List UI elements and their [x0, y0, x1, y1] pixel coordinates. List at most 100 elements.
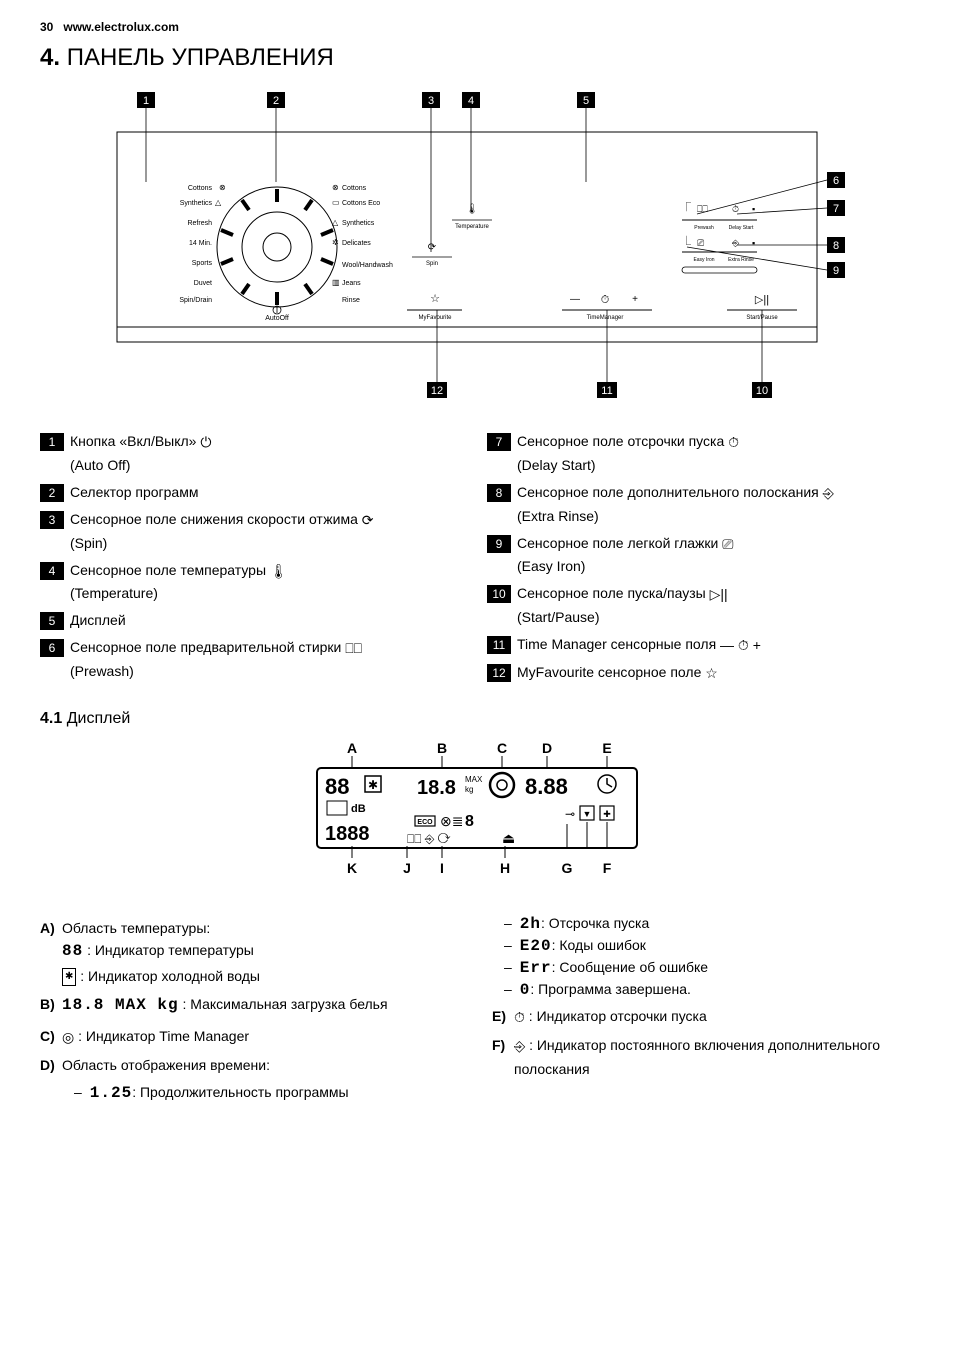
page-header: 30 www.electrolux.com [40, 20, 914, 34]
legend-col-right: 7Сенсорное поле отсрочки пуска ⏱(Delay S… [487, 425, 914, 690]
desc-body: ⎆ : Индикатор постоянного включения допо… [514, 1034, 914, 1080]
legend-text: Сенсорное поле снижения скорости отжима … [70, 509, 467, 554]
legend-text: Сенсорное поле легкой глажки ⎚(Easy Iron… [517, 533, 914, 578]
legend-english: (Prewash) [70, 661, 467, 682]
desc-group: E)⏱ : Индикатор отсрочки пуска [492, 1005, 914, 1028]
svg-text:3: 3 [428, 95, 434, 107]
svg-text:Extra Rinse: Extra Rinse [728, 257, 754, 263]
svg-text:Spin/Drain: Spin/Drain [179, 297, 212, 304]
svg-text:⊸: ⊸ [565, 807, 575, 821]
desc-text: : Продолжительность программы [132, 1081, 348, 1103]
svg-text:MAX: MAX [465, 775, 483, 784]
legend-text: MyFavourite сенсорное поле ☆ [517, 662, 914, 684]
svg-text:7: 7 [833, 203, 839, 215]
svg-text:⎾: ⎾ [682, 201, 691, 212]
legend-english: (Delay Start) [517, 455, 914, 476]
desc-subitem: 88 : Индикатор температуры [62, 939, 462, 965]
svg-text:C: C [497, 740, 507, 756]
desc-icon: ⏱ [514, 1009, 525, 1025]
svg-text:A: A [347, 740, 357, 756]
legend-text: Селектор программ [70, 482, 467, 503]
legend-text: Сенсорное поле отсрочки пуска ⏱(Delay St… [517, 431, 914, 476]
svg-text:Spin: Spin [426, 261, 438, 267]
svg-text:Cottons: Cottons [342, 185, 367, 192]
svg-text:dB: dB [351, 803, 366, 815]
legend-text: Кнопка «Вкл/Выкл» ⏻(Auto Off) [70, 431, 467, 476]
desc-icon: Err [520, 959, 552, 977]
callout-group-top: 1 2 3 4 5 [137, 92, 595, 252]
legend-item-1: 1 Кнопка «Вкл/Выкл» ⏻(Auto Off) [40, 431, 467, 476]
desc-body: ◎ : Индикатор Time Manager [62, 1025, 462, 1048]
svg-text:10: 10 [756, 385, 768, 397]
legend-item-icon: ▷|| [710, 586, 728, 602]
legend-item-12: 12MyFavourite сенсорное поле ☆ [487, 662, 914, 684]
legend-col-left: 1 Кнопка «Вкл/Выкл» ⏻(Auto Off) 2 Селектор … [40, 425, 467, 690]
desc-subitem: –Err : Сообщение об ошибке [504, 959, 914, 977]
legend-number: 1 [40, 433, 64, 451]
desc-letter: F) [492, 1034, 514, 1056]
desc-icon: ⎆ [514, 1038, 525, 1054]
svg-text:Rinse: Rinse [342, 297, 360, 304]
svg-text:TimeManager: TimeManager [587, 315, 624, 321]
svg-text:J: J [403, 860, 411, 876]
desc-letter: D) [40, 1054, 62, 1076]
legend-item-3: 3Сенсорное поле снижения скорости отжима… [40, 509, 467, 554]
legend-english: (Spin) [70, 533, 467, 554]
desc-subitem: 18.8 MAX kg : Максимальная загрузка бель… [62, 993, 462, 1019]
svg-text:kg: kg [465, 785, 473, 794]
section-number: 4. [40, 44, 60, 71]
legend-item-2: 2 Селектор программ [40, 482, 467, 503]
desc-icon: ◎ [62, 1029, 74, 1045]
desc-letter: A) [40, 917, 62, 939]
svg-text:Cottons: Cottons [188, 185, 213, 192]
desc-text: : Индикатор отсрочки пуска [525, 1008, 707, 1024]
desc-icon: 0 [520, 981, 531, 999]
svg-text:Refresh: Refresh [187, 220, 212, 227]
svg-text:⏏: ⏏ [502, 830, 515, 846]
desc-title: Область отображения времени: [62, 1054, 462, 1076]
legend-text: Дисплей [70, 610, 467, 631]
svg-text:Easy Iron: Easy Iron [693, 257, 714, 263]
svg-text:⎚: ⎚ [697, 238, 705, 248]
legend-item-11: 11Time Manager сенсорные поля — ⏱ + [487, 634, 914, 656]
desc-text: : Индикатор постоянного включения дополн… [514, 1037, 880, 1076]
desc-icon: 1.25 [90, 1081, 132, 1107]
desc-col-right: –2h : Отсрочка пуска–E20 : Коды ошибок–E… [492, 911, 914, 1116]
svg-text:Wool/Handwash: Wool/Handwash [342, 262, 393, 269]
desc-letter: C) [40, 1025, 62, 1047]
svg-text:⟳: ⟳ [428, 242, 437, 253]
desc-group: C)◎ : Индикатор Time Manager [40, 1025, 462, 1048]
desc-body: Область температуры:88 : Индикатор темпе… [62, 917, 462, 987]
legend-item-icon: 🌡 [270, 562, 288, 578]
legend-number: 11 [487, 636, 511, 654]
legend-item-icon: ⎚ [722, 535, 733, 551]
options-zone: ⎾ ⎕⎕ ⏱ ▪ Prewash Delay Start ⎿ ⎚ ⎆ ▪ Eas… [682, 201, 757, 273]
svg-text:88: 88 [325, 774, 349, 799]
desc-text: : Максимальная загрузка белья [179, 996, 388, 1012]
svg-text:6: 6 [833, 175, 839, 187]
desc-group: F)⎆ : Индикатор постоянного включения до… [492, 1034, 914, 1080]
svg-text:D: D [542, 740, 552, 756]
desc-subitem: –1.25 : Продолжительность программы [74, 1081, 462, 1107]
legend-item-10: 10Сенсорное поле пуска/паузы ▷||(Start/P… [487, 583, 914, 628]
svg-text:MyFavourite: MyFavourite [418, 315, 452, 321]
svg-text:—: — [570, 294, 580, 305]
svg-text:Sports: Sports [192, 260, 213, 267]
svg-text:⏱: ⏱ [601, 294, 610, 306]
subsection-number: 4.1 [40, 710, 62, 727]
legend-item-icon: — ⏱ + [720, 637, 761, 653]
svg-text:Synthetics: Synthetics [342, 220, 375, 227]
svg-text:Temperature: Temperature [455, 224, 489, 230]
legend-text: Сенсорное поле дополнительного полоскани… [517, 482, 914, 527]
svg-text:I: I [440, 860, 444, 876]
desc-icon: 88 [62, 942, 83, 960]
svg-text:✲: ✲ [332, 238, 339, 247]
svg-text:18.8: 18.8 [417, 777, 456, 799]
legend-number: 2 [40, 484, 64, 502]
desc-body: Область отображения времени: –1.25 : Прод… [62, 1054, 462, 1110]
svg-text:ECO: ECO [417, 819, 433, 826]
desc-subitem: ✱ : Индикатор холодной воды [62, 965, 462, 987]
desc-group: A)Область температуры:88 : Индикатор тем… [40, 917, 462, 987]
svg-text:8: 8 [465, 813, 474, 830]
legend-item-icon: ⎕⎕ [345, 640, 362, 656]
